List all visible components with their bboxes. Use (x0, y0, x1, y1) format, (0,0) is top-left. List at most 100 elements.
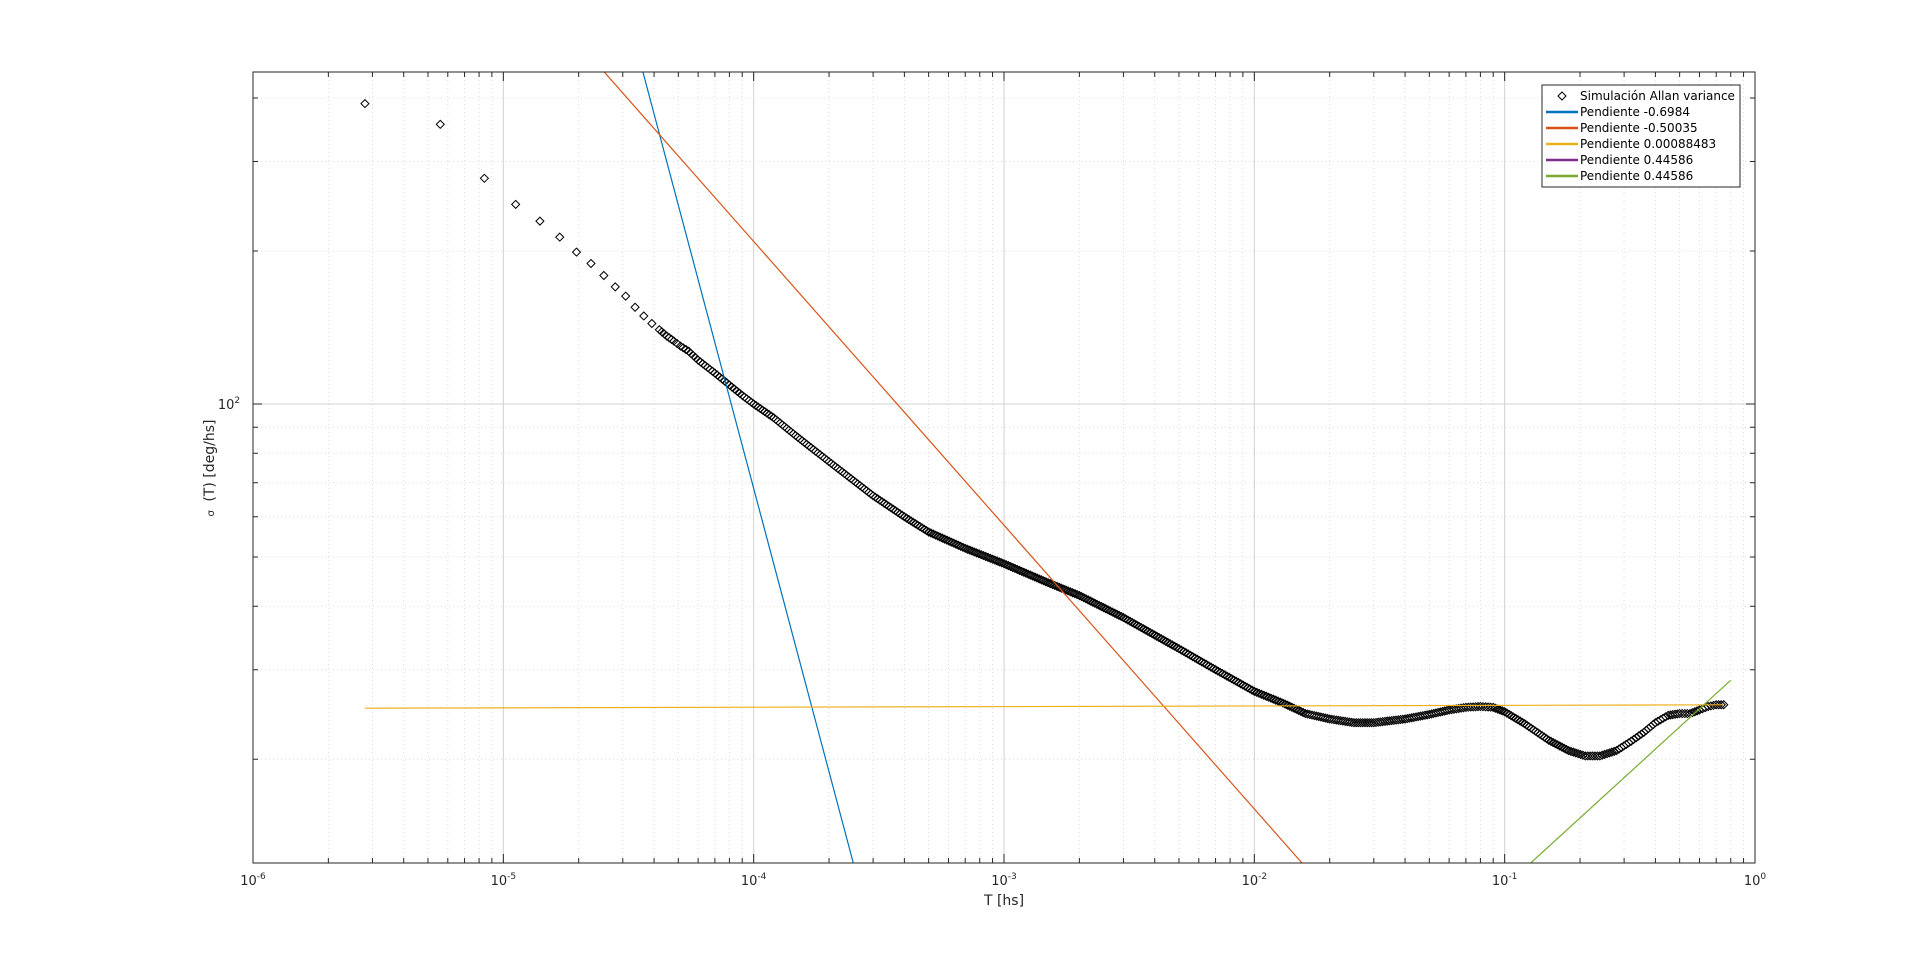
data-point (1120, 614, 1131, 624)
data-point (620, 291, 631, 301)
data-point (1185, 650, 1196, 660)
data-point (1456, 703, 1466, 713)
data-point (1670, 709, 1680, 719)
data-point (1488, 702, 1498, 713)
data-point (904, 514, 914, 525)
data-point (1076, 591, 1087, 602)
legend-item: Pendiente -0.50035 (1546, 121, 1698, 135)
data-point (990, 555, 1000, 565)
data-point (933, 531, 943, 541)
data-point (1595, 751, 1605, 761)
data-point (647, 318, 657, 329)
series-5 (1530, 679, 1732, 863)
data-point (1266, 693, 1276, 703)
data-point (1027, 571, 1038, 581)
data-point (1708, 700, 1719, 711)
data-point (949, 538, 959, 548)
data-point (1127, 617, 1138, 628)
data-point (1273, 696, 1283, 706)
data-point (1103, 605, 1113, 615)
data-point (1261, 691, 1271, 701)
data-point (1085, 596, 1096, 606)
data-point (1208, 663, 1218, 674)
data-point (884, 501, 894, 511)
legend-label: Pendiente 0.00088483 (1580, 137, 1716, 151)
data-point (1079, 592, 1089, 603)
data-point (1092, 599, 1102, 610)
data-point (1289, 703, 1299, 714)
data-point (1575, 749, 1586, 760)
data-point (926, 528, 936, 538)
data-point (872, 494, 883, 504)
data-point (1245, 684, 1255, 694)
data-point (969, 547, 980, 557)
data-point (1206, 662, 1216, 672)
data-point (1604, 748, 1615, 758)
data-point (1349, 718, 1359, 728)
data-point (1038, 576, 1049, 586)
data-point (1192, 654, 1202, 664)
data-point (1563, 745, 1574, 756)
data-point (877, 497, 887, 507)
data-point (906, 516, 916, 526)
data-point (1513, 714, 1523, 725)
legend-item: Pendiente 0.44586 (1546, 169, 1693, 183)
data-point (1449, 704, 1459, 714)
data-point (1187, 651, 1198, 662)
series-line (1530, 679, 1732, 863)
data-point (1502, 708, 1512, 718)
data-point (1555, 741, 1565, 751)
data-point (908, 517, 918, 528)
data-point (953, 540, 964, 550)
data-point (1546, 736, 1556, 747)
data-point (1072, 589, 1082, 600)
data-point (1012, 564, 1022, 575)
data-point (1063, 586, 1073, 596)
data-point (1446, 704, 1457, 715)
data-point (1156, 634, 1166, 644)
data-point (1631, 732, 1641, 743)
data-point (939, 534, 950, 544)
data-point (1109, 608, 1120, 618)
data-point (1036, 575, 1047, 585)
data-point (610, 282, 620, 292)
data-point (630, 302, 640, 312)
data-point (1169, 641, 1180, 651)
data-point (1074, 590, 1085, 601)
data-point (1263, 692, 1274, 702)
data-point (1138, 624, 1149, 634)
series-line (642, 72, 854, 863)
x-axis-label: T [hs] (983, 893, 1024, 909)
data-point (1210, 665, 1221, 675)
data-point (1358, 718, 1368, 728)
data-point (935, 532, 945, 542)
data-point (1682, 708, 1693, 719)
data-point (1008, 562, 1018, 573)
data-point (955, 541, 966, 552)
data-point (479, 173, 490, 184)
data-point (997, 558, 1007, 568)
data-point (928, 529, 938, 539)
data-point (1050, 580, 1060, 591)
data-point (681, 344, 691, 355)
data-point (1190, 653, 1200, 663)
data-point (960, 543, 970, 554)
series-line (364, 704, 1724, 709)
data-point (1254, 688, 1264, 699)
data-point (1165, 639, 1175, 649)
data-point (942, 535, 952, 545)
data-point (678, 343, 688, 353)
data-point (1043, 578, 1053, 588)
data-point (1495, 705, 1505, 715)
svg-text:σ (T) [deg/hs]: σ (T) [deg/hs] (202, 420, 218, 517)
data-point (1134, 621, 1144, 632)
data-point (1222, 671, 1232, 681)
data-point (978, 550, 989, 561)
data-point (1366, 718, 1377, 728)
data-point (1268, 694, 1279, 704)
legend-item: Simulación Allan variance (1557, 89, 1735, 103)
data-point (1231, 676, 1241, 686)
data-point (987, 554, 998, 564)
data-point (1271, 695, 1281, 705)
data-point (1149, 630, 1160, 640)
